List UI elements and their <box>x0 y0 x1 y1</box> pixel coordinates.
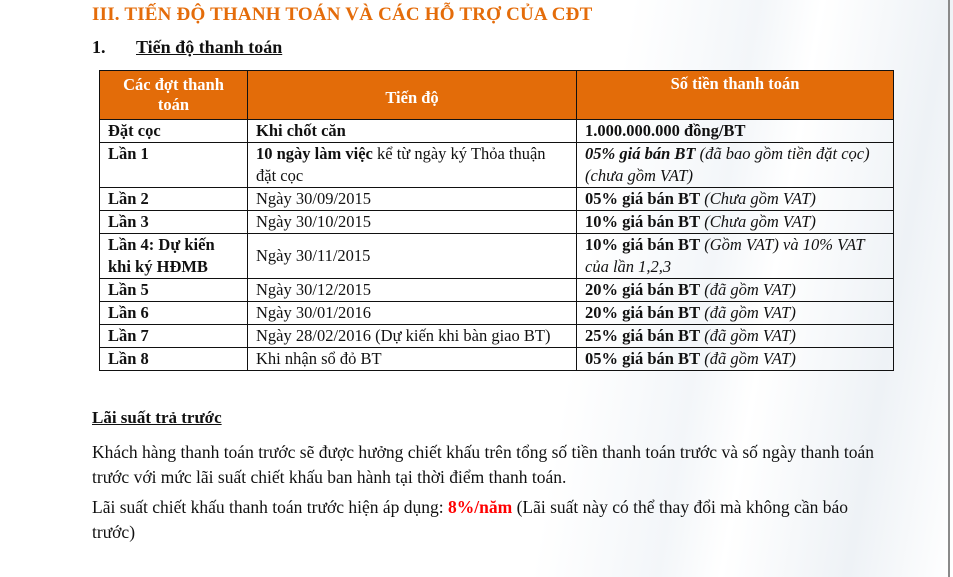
table-row: Lần 2 Ngày 30/09/2015 05% giá bán BT (Chưa… <box>99 187 894 211</box>
progress-text: Ngày 30/01/2016 <box>256 303 372 322</box>
installment-label: Đặt cọc <box>99 119 248 143</box>
progress-text: Ngày 30/09/2015 <box>256 189 372 208</box>
progress-cell: 10 ngày làm việc kể từ ngày ký Thỏa thuậ… <box>247 142 577 188</box>
amount-text: (đã gồm VAT) <box>700 349 796 368</box>
installment-label: Lần 6 <box>99 301 248 325</box>
amount-text: 20% giá bán BT <box>585 303 701 322</box>
subsection-heading: 1. Tiến độ thanh toán <box>92 37 282 58</box>
progress-cell: Ngày 30/10/2015 <box>247 210 577 234</box>
table-row: Đặt cọc Khi chốt căn 1.000.000.000 đồng/BT <box>99 119 894 143</box>
prepay-paragraph-2: Lãi suất chiết khấu thanh toán trước hiệ… <box>92 495 892 545</box>
amount-text: 05% giá bán BT <box>585 144 696 163</box>
table-header-row: Các đợt thanh toán Tiến độ Số tiền thanh… <box>99 70 894 120</box>
subsection-title: Tiến độ thanh toán <box>136 37 283 57</box>
table-row: Lần 4: Dự kiến khi ký HĐMB Ngày 30/11/201… <box>99 233 894 279</box>
amount-cell: 10% giá bán BT (Chưa gồm VAT) <box>576 210 894 234</box>
progress-text: Khi chốt căn <box>256 121 346 140</box>
amount-cell: 25% giá bán BT (đã gồm VAT) <box>576 324 894 348</box>
progress-text: 10 ngày làm việc <box>256 144 373 163</box>
installment-label: Lần 2 <box>99 187 248 211</box>
amount-text: (Chưa gồm VAT) <box>700 212 816 231</box>
amount-text: (đã gồm VAT) <box>700 326 796 345</box>
amount-cell: 05% giá bán BT (đã gồm VAT) <box>576 347 894 371</box>
amount-cell: 05% giá bán BT (Chưa gồm VAT) <box>576 187 894 211</box>
header-progress: Tiến độ <box>247 70 577 120</box>
amount-text: (đã gồm VAT) <box>700 303 796 322</box>
amount-cell: 05% giá bán BT (đã bao gồm tiền đặt cọc)… <box>576 142 894 188</box>
progress-text: Ngày 28/02/2016 (Dự kiến khi bàn giao BT… <box>256 326 551 345</box>
rate-suffix: (Lãi suất này có thể thay đổi mà không c… <box>92 497 848 542</box>
amount-text: (đã gồm VAT) <box>700 280 796 299</box>
progress-cell: Ngày 30/01/2016 <box>247 301 577 325</box>
installment-label: Lần 3 <box>99 210 248 234</box>
table-row: Lần 7 Ngày 28/02/2016 (Dự kiến khi bàn gi… <box>99 324 894 348</box>
header-installments: Các đợt thanh toán <box>99 70 248 120</box>
amount-text: 20% giá bán BT <box>585 280 701 299</box>
installment-label: Lần 1 <box>99 142 248 188</box>
installment-label: Lần 7 <box>99 324 248 348</box>
installment-label: Lần 8 <box>99 347 248 371</box>
amount-text: 05% giá bán BT <box>585 349 701 368</box>
prepay-paragraph-1: Khách hàng thanh toán trước sẽ được hưởn… <box>92 442 875 487</box>
progress-text: Khi nhận sổ đỏ BT <box>256 349 382 368</box>
installment-label: Lần 4: Dự kiến khi ký HĐMB <box>99 233 248 279</box>
amount-cell: 20% giá bán BT (đã gồm VAT) <box>576 301 894 325</box>
amount-cell: 10% giá bán BT (Gồm VAT) và 10% VAT của … <box>576 233 894 279</box>
progress-cell: Khi nhận sổ đỏ BT <box>247 347 577 371</box>
progress-text: Ngày 30/10/2015 <box>256 212 372 231</box>
progress-cell: Ngày 30/09/2015 <box>247 187 577 211</box>
page-border <box>948 0 950 577</box>
rate-prefix: Lãi suất chiết khấu thanh toán trước hiệ… <box>92 497 448 517</box>
amount-text: 10% giá bán BT <box>585 212 701 231</box>
installment-label: Lần 5 <box>99 278 248 302</box>
prepay-title: Lãi suất trả trước <box>92 408 222 427</box>
amount-cell: 1.000.000.000 đồng/BT <box>576 119 894 143</box>
amount-text: (Gồm VAT) và 10% VAT của lần 1,2,3 <box>585 235 865 276</box>
amount-cell: 20% giá bán BT (đã gồm VAT) <box>576 278 894 302</box>
amount-text: 1.000.000.000 đồng/BT <box>585 121 746 140</box>
amount-text: 05% giá bán BT <box>585 189 701 208</box>
progress-cell: Ngày 30/12/2015 <box>247 278 577 302</box>
progress-text: kể từ ngày ký Thỏa thuận đặt cọc <box>256 144 546 185</box>
progress-cell: Ngày 28/02/2016 (Dự kiến khi bàn giao BT… <box>247 324 577 348</box>
table-row: Lần 6 Ngày 30/01/2016 20% giá bán BT (đã g… <box>99 301 894 325</box>
table-row: Lần 3 Ngày 30/10/2015 10% giá bán BT (Chưa… <box>99 210 894 234</box>
payment-schedule-table: Các đợt thanh toán Tiến độ Số tiền thanh… <box>99 70 894 371</box>
progress-text: Ngày 30/12/2015 <box>256 280 372 299</box>
progress-cell: Ngày 30/11/2015 <box>247 233 577 279</box>
amount-text: 10% giá bán BT <box>585 235 701 254</box>
discount-rate: 8%/năm <box>448 497 513 517</box>
table-row: Lần 5 Ngày 30/12/2015 20% giá bán BT (đã g… <box>99 278 894 302</box>
progress-text: Ngày 30/11/2015 <box>256 246 371 265</box>
table-row: Lần 1 10 ngày làm việc kể từ ngày ký Thỏa… <box>99 142 894 188</box>
table-row: Lần 8 Khi nhận sổ đỏ BT 05% giá bán BT (đã… <box>99 347 894 371</box>
amount-text: (Chưa gồm VAT) <box>700 189 816 208</box>
amount-text: (đã bao gồm tiền đặt cọc) (chưa gồm VAT) <box>585 144 870 185</box>
subsection-number: 1. <box>92 37 106 57</box>
amount-text: 25% giá bán BT <box>585 326 701 345</box>
header-amount: Số tiền thanh toán <box>576 70 894 120</box>
section-title: III. TIẾN ĐỘ THANH TOÁN VÀ CÁC HỖ TRỢ CỦ… <box>92 4 593 25</box>
progress-cell: Khi chốt căn <box>247 119 577 143</box>
